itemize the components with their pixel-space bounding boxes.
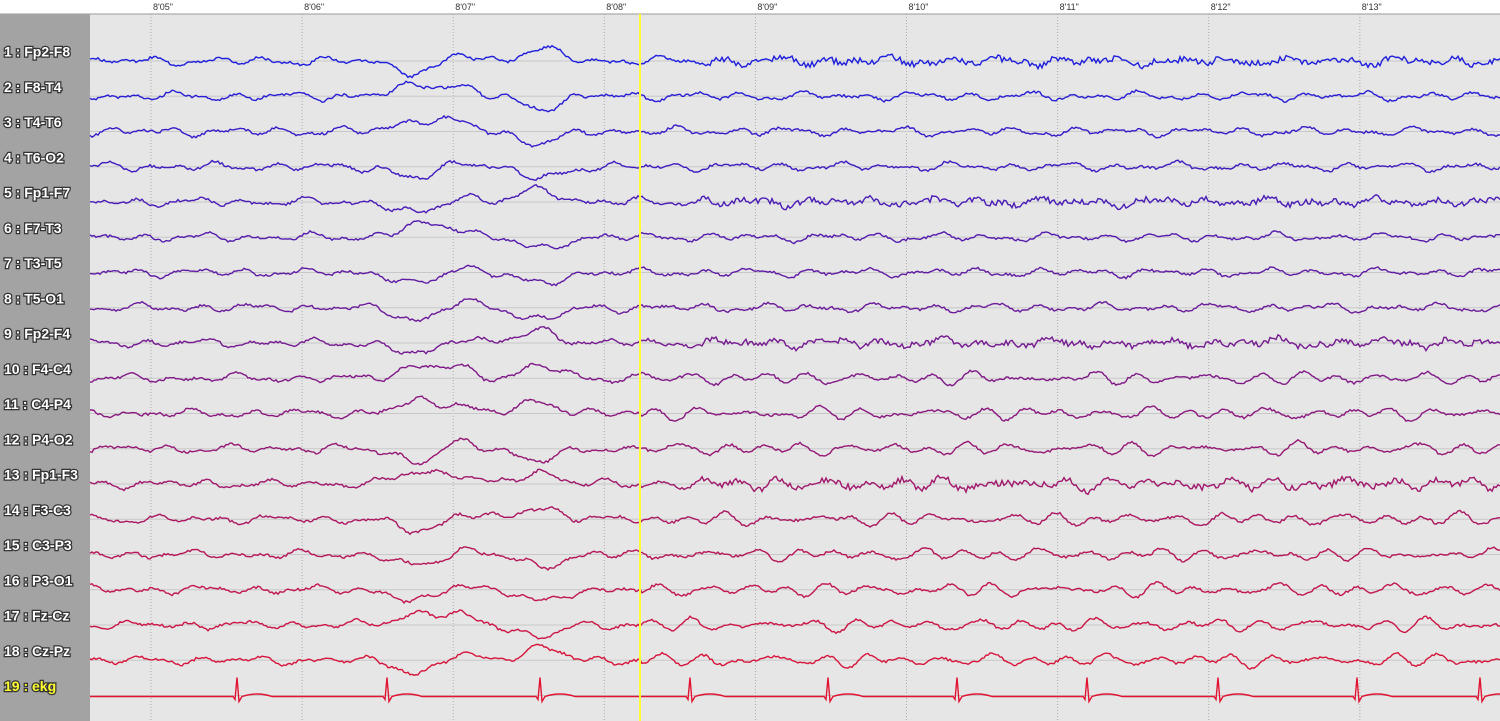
- channel-label[interactable]: 17 : Fz-Cz: [3, 606, 71, 625]
- eeg-trace: [90, 362, 1500, 387]
- channel-label[interactable]: 19 : ekg: [3, 677, 58, 696]
- eeg-trace: [89, 546, 1500, 571]
- channel-label[interactable]: 6 : F7-T3: [3, 219, 63, 238]
- channel-label[interactable]: 18 : Cz-Pz: [3, 642, 72, 661]
- channel-label[interactable]: 12 : P4-O2: [3, 430, 74, 449]
- channel-label[interactable]: 9 : Fp2-F4: [3, 324, 72, 343]
- eeg-trace: [89, 44, 1500, 79]
- channel-label[interactable]: 8 : T5-O1: [3, 289, 66, 308]
- channel-label[interactable]: 11 : C4-P4: [3, 395, 73, 414]
- eeg-trace: [90, 395, 1500, 422]
- channel-label[interactable]: 7 : T3-T5: [3, 254, 63, 273]
- time-label: 8'09": [757, 2, 777, 12]
- time-label: 8'10": [909, 2, 929, 12]
- ekg-trace: [90, 677, 1500, 704]
- time-label: 8'06": [304, 2, 324, 12]
- channel-label[interactable]: 4 : T6-O2: [3, 148, 66, 167]
- eeg-trace: [89, 609, 1500, 640]
- channel-label[interactable]: 2 : F8-T4: [3, 78, 63, 97]
- eeg-trace: [89, 80, 1500, 113]
- eeg-trace: [89, 325, 1500, 355]
- eeg-trace: [89, 643, 1500, 676]
- label-column: [0, 14, 90, 721]
- traces: [89, 44, 1500, 704]
- channel-label[interactable]: 16 : P3-O1: [3, 571, 74, 590]
- time-label: 8'05": [153, 2, 173, 12]
- labels: 1 : Fp2-F8 2 : F8-T4 3 : T4-T6 4 : T6-O2 5 :…: [3, 42, 80, 696]
- eeg-trace: [89, 219, 1500, 250]
- time-label: 8'12": [1211, 2, 1231, 12]
- eeg-trace: [90, 264, 1500, 287]
- eeg-trace: [89, 159, 1500, 181]
- channel-label[interactable]: 13 : Fp1-F3: [3, 465, 80, 484]
- channel-label[interactable]: 1 : Fp2-F8: [3, 42, 72, 61]
- channel-label[interactable]: 5 : Fp1-F7: [3, 183, 72, 202]
- eeg-trace: [89, 114, 1500, 148]
- time-label: 8'08": [606, 2, 626, 12]
- channel-label[interactable]: 15 : C3-P3: [3, 536, 73, 555]
- time-label: 8'07": [455, 2, 475, 12]
- channel-label[interactable]: 14 : F3-C3: [3, 501, 73, 520]
- eeg-trace: [89, 437, 1500, 466]
- time-label: 8'11": [1060, 2, 1079, 12]
- eeg-trace: [89, 298, 1500, 323]
- channel-label[interactable]: 3 : T4-T6: [3, 113, 63, 132]
- time-bar: [0, 0, 1500, 14]
- eeg-trace: [89, 581, 1500, 604]
- eeg-trace: [89, 468, 1500, 496]
- channel-label[interactable]: 10 : F4-C4: [3, 360, 73, 379]
- eeg-trace: [89, 183, 1500, 214]
- time-label: 8'13": [1362, 2, 1382, 12]
- eeg-trace: [89, 506, 1500, 536]
